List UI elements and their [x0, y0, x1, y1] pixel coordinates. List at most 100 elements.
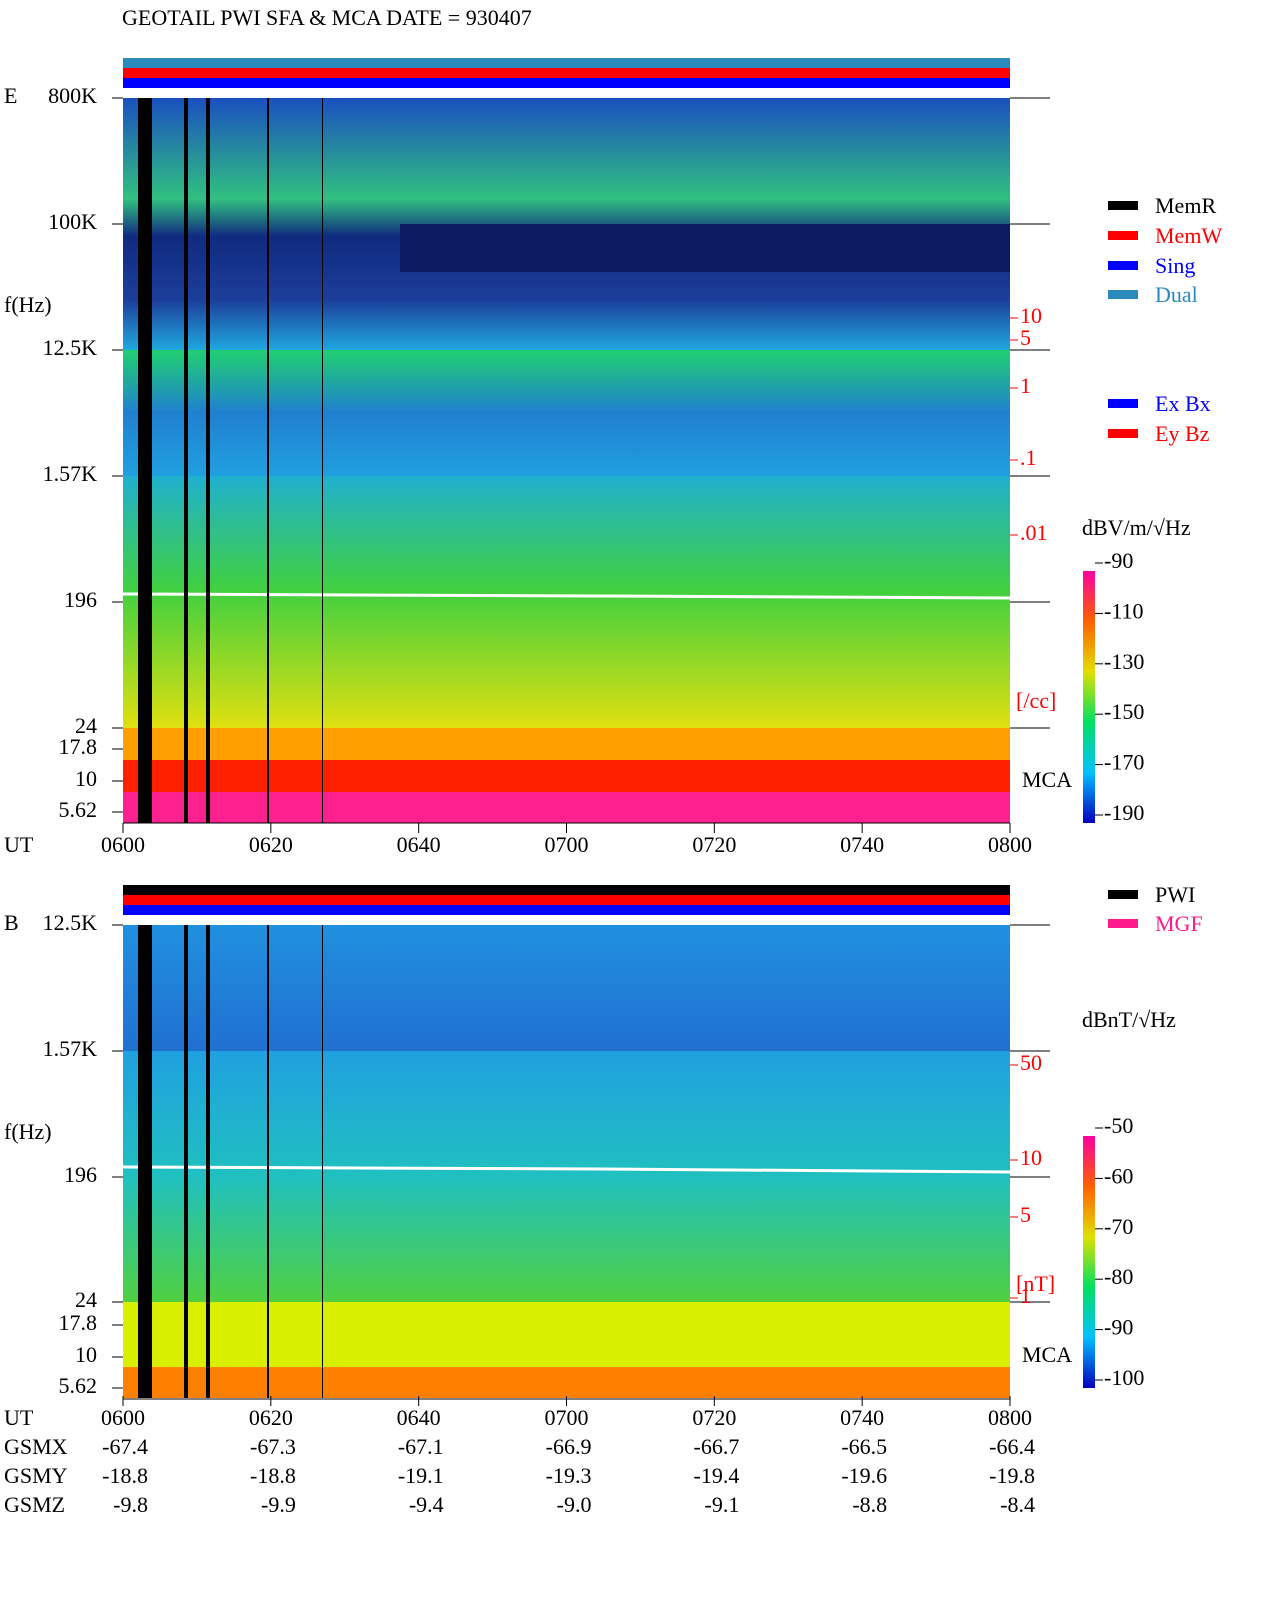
- orbit-value: -19.8: [989, 1463, 1035, 1488]
- legend-label: PWI: [1155, 882, 1195, 907]
- colorbar-tick-label: -150: [1104, 699, 1144, 724]
- y-tick-label: 5.62: [59, 1373, 98, 1398]
- orbit-value: -9.1: [705, 1492, 740, 1517]
- y-tick-label: 10: [75, 1342, 97, 1367]
- legend-label: Ey Bz: [1155, 421, 1210, 446]
- right-unit: [/cc]: [1016, 688, 1056, 713]
- panel-label: B: [4, 910, 19, 935]
- right-unit: [nT]: [1016, 1271, 1055, 1296]
- y-tick-label: 17.8: [59, 734, 98, 759]
- y-axis-label: f(Hz): [4, 1119, 52, 1144]
- y-tick-label: 196: [64, 1162, 97, 1187]
- colorbar-tick-label: -90: [1104, 1315, 1133, 1340]
- orbit-value: -19.6: [841, 1463, 887, 1488]
- right-tick-label: 1: [1020, 373, 1031, 398]
- colorbar-unit: dBnT/√Hz: [1082, 1007, 1176, 1032]
- right-tick-label: 10: [1020, 1145, 1042, 1170]
- legend-label: Dual: [1155, 282, 1198, 307]
- y-tick-label: 100K: [48, 209, 97, 234]
- colorbar-tick-label: -50: [1104, 1113, 1133, 1138]
- x-tick-label: 0620: [249, 832, 293, 857]
- y-tick-label: 17.8: [59, 1310, 98, 1335]
- status-bars: [123, 58, 1010, 915]
- legend-swatch: [1108, 290, 1138, 299]
- right-tick-label: 5: [1020, 1202, 1031, 1227]
- orbit-value: -66.7: [694, 1434, 740, 1459]
- colorbar-unit: dBV/m/√Hz: [1082, 515, 1191, 540]
- mca-label: MCA: [1022, 1342, 1072, 1367]
- orbit-value: -19.4: [694, 1463, 740, 1488]
- b-spectrogram: [122, 925, 1011, 1398]
- right-tick-label: .1: [1020, 445, 1037, 470]
- legend-swatch: [1108, 919, 1138, 928]
- colorbar-tick-label: -80: [1104, 1264, 1133, 1289]
- y-tick-label: 5.62: [59, 797, 98, 822]
- right-tick-label: 5: [1020, 325, 1031, 350]
- colorbar-tick-label: -70: [1104, 1214, 1133, 1239]
- colorbar-tick-label: -190: [1104, 800, 1144, 825]
- y-tick-label: 12.5K: [43, 335, 98, 360]
- panel-label: E: [4, 83, 17, 108]
- orbit-value: -8.4: [1000, 1492, 1035, 1517]
- legend-swatch: [1108, 429, 1138, 438]
- legend-swatch: [1108, 399, 1138, 408]
- orbit-value: -19.3: [546, 1463, 592, 1488]
- orbit-value: -67.1: [398, 1434, 444, 1459]
- orbit-value: -8.8: [852, 1492, 887, 1517]
- colorbar-tick-label: -130: [1104, 649, 1144, 674]
- colorbar-tick-label: -100: [1104, 1365, 1144, 1390]
- y-axis-label: f(Hz): [4, 292, 52, 317]
- x-tick-label: 0800: [988, 832, 1032, 857]
- legend-label: Sing: [1155, 253, 1195, 278]
- y-tick-label: 24: [75, 1287, 97, 1312]
- y-tick-label: 10: [75, 766, 97, 791]
- orbit-value: -9.8: [113, 1492, 148, 1517]
- orbit-value: -66.9: [546, 1434, 592, 1459]
- orbit-label: GSMY: [4, 1463, 68, 1488]
- x-tick-label: 0700: [545, 1405, 589, 1430]
- x-tick-label: 0720: [692, 1405, 736, 1430]
- colorbar-b: [1083, 1136, 1095, 1388]
- orbit-label: GSMX: [4, 1434, 68, 1459]
- y-tick-label: 1.57K: [43, 461, 98, 486]
- legend-label: MGF: [1155, 911, 1203, 936]
- y-tick-label: 196: [64, 587, 97, 612]
- e-spectrogram: [122, 98, 1011, 823]
- right-tick-label: .01: [1020, 520, 1048, 545]
- colorbar-tick-label: -90: [1104, 548, 1133, 573]
- colorbar-tick-label: -60: [1104, 1163, 1133, 1188]
- orbit-value: -19.1: [398, 1463, 444, 1488]
- mca-label: MCA: [1022, 767, 1072, 792]
- legend-swatch: [1108, 231, 1138, 240]
- colorbar-tick-label: -110: [1104, 598, 1144, 623]
- time-axis-label: UT: [4, 832, 34, 857]
- right-tick-label: 50: [1020, 1050, 1042, 1075]
- legend-swatch: [1108, 890, 1138, 899]
- gap-lines: [138, 98, 323, 1398]
- orbit-value: -9.0: [557, 1492, 592, 1517]
- x-tick-label: 0800: [988, 1405, 1032, 1430]
- x-tick-label: 0600: [101, 832, 145, 857]
- y-tick-label: 800K: [48, 83, 97, 108]
- orbit-value: -67.4: [102, 1434, 148, 1459]
- right-tick-label: 1: [1020, 1283, 1031, 1308]
- x-tick-label: 0640: [397, 1405, 441, 1430]
- legend-label: MemW: [1155, 223, 1222, 248]
- legend-label: Ex Bx: [1155, 391, 1211, 416]
- orbit-value: -18.8: [102, 1463, 148, 1488]
- x-tick-label: 0740: [840, 1405, 884, 1430]
- legend-swatch: [1108, 261, 1138, 270]
- x-tick-label: 0740: [840, 832, 884, 857]
- legend-label: MemR: [1155, 193, 1216, 218]
- x-tick-label: 0640: [397, 832, 441, 857]
- colorbar-e: [1083, 571, 1095, 823]
- y-tick-label: 24: [75, 713, 97, 738]
- title: GEOTAIL PWI SFA & MCA DATE = 930407: [122, 5, 532, 30]
- x-tick-label: 0600: [101, 1405, 145, 1430]
- x-tick-label: 0720: [692, 832, 736, 857]
- right-tick-label: 10: [1020, 303, 1042, 328]
- orbit-value: -18.8: [250, 1463, 296, 1488]
- legend-swatch: [1108, 201, 1138, 210]
- time-axis-label: UT: [4, 1405, 34, 1430]
